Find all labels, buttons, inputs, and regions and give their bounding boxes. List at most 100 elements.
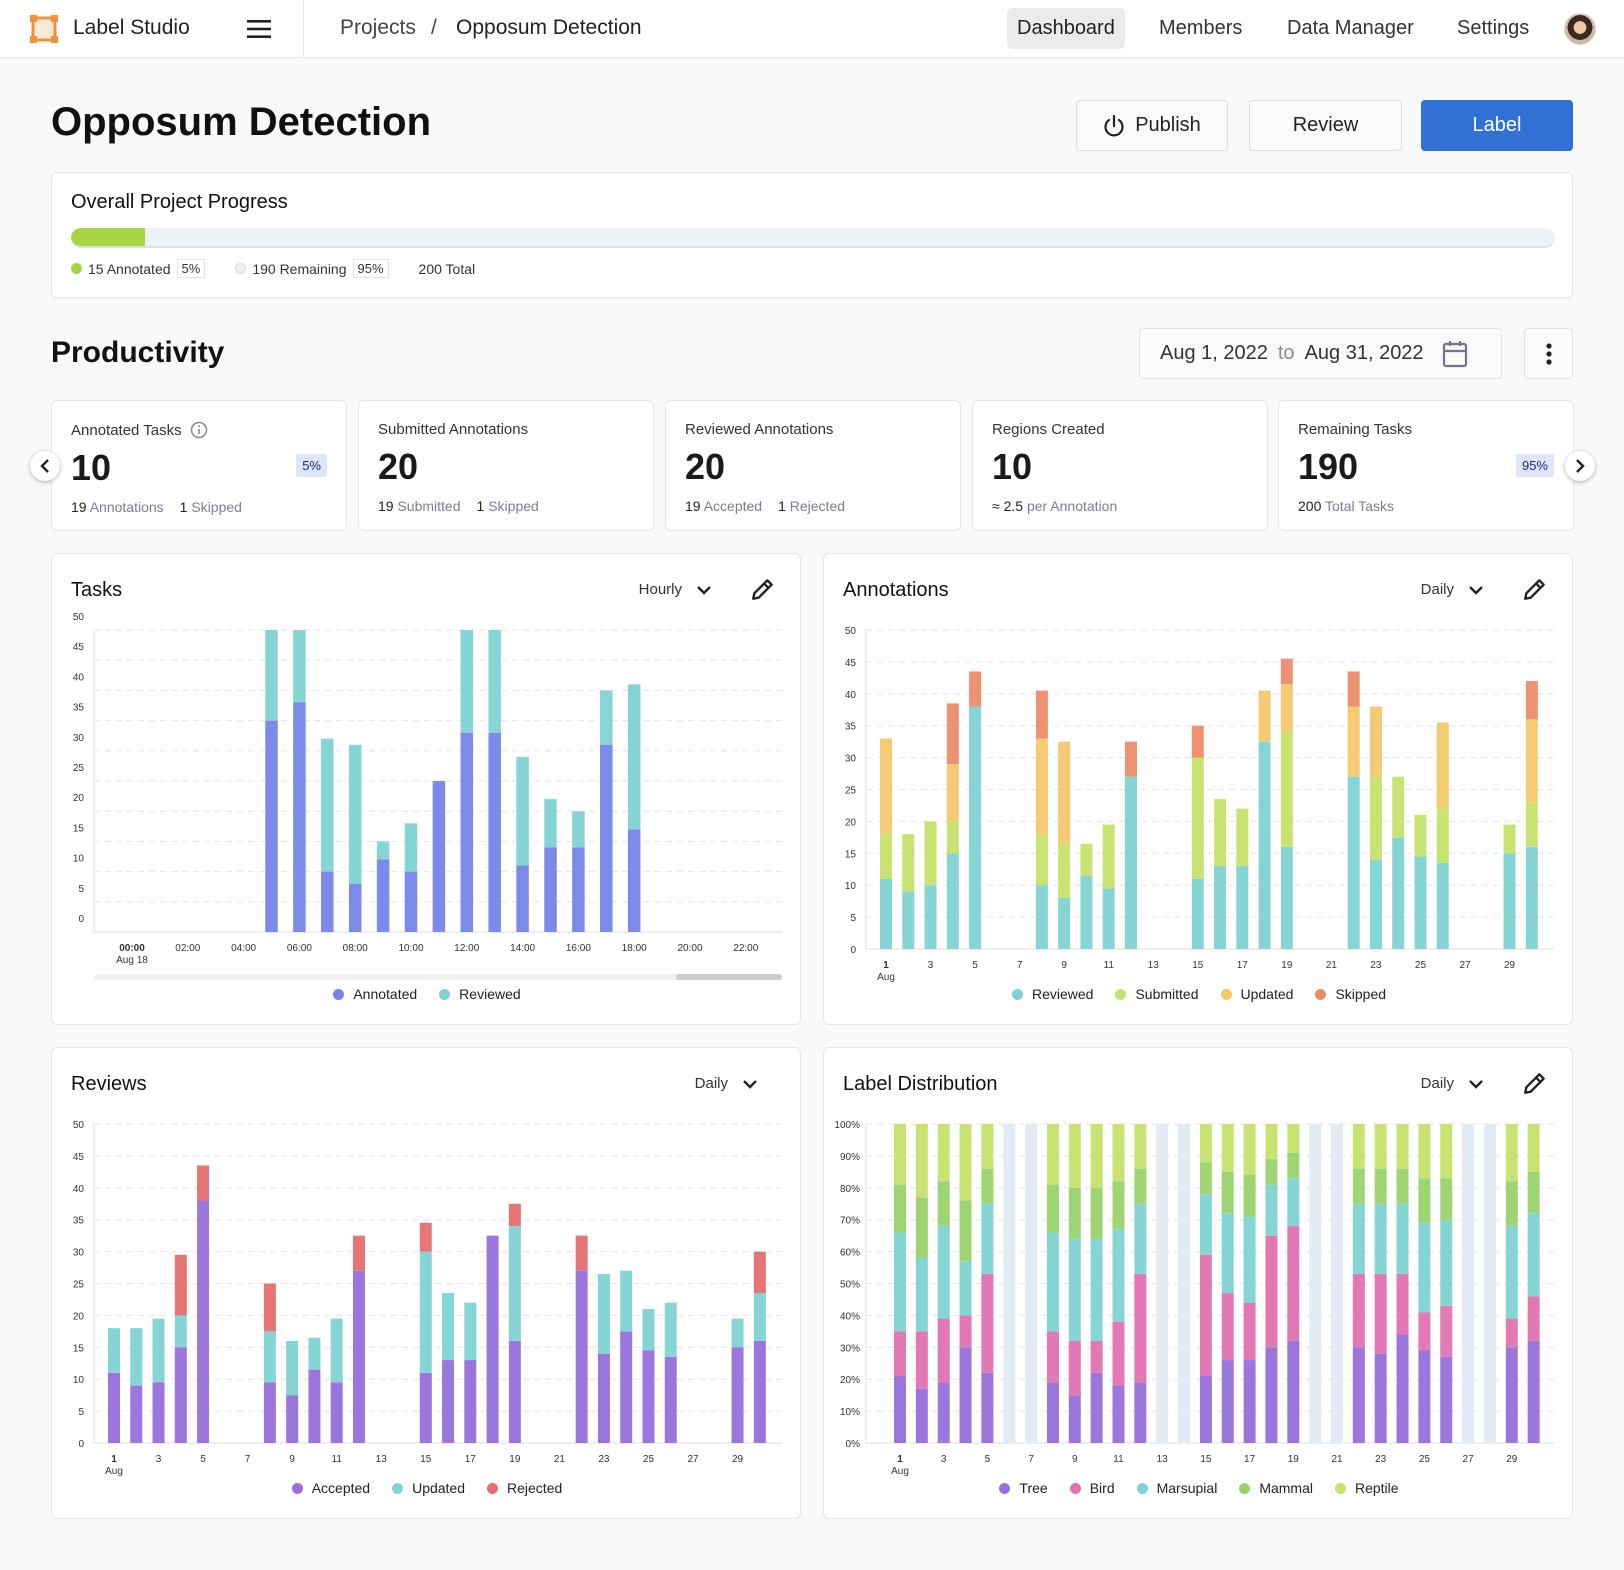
bar-segment-mammal[interactable]: [1352, 1168, 1365, 1204]
bar-segment-annotated[interactable]: [376, 859, 390, 932]
nav-members[interactable]: Members: [1159, 17, 1243, 39]
hamburger-icon[interactable]: [247, 19, 271, 39]
bar-segment-reviewed[interactable]: [1525, 846, 1538, 949]
bar-segment-marsupial[interactable]: [959, 1261, 972, 1316]
bar-segment-updated[interactable]: [597, 1273, 610, 1354]
bar-segment-marsupial[interactable]: [1527, 1213, 1540, 1297]
bar-segment-mammal[interactable]: [1374, 1168, 1387, 1204]
bar-segment-submitted[interactable]: [1392, 776, 1405, 838]
bar-segment-updated[interactable]: [1347, 706, 1360, 777]
bar-segment-rejected[interactable]: [508, 1203, 521, 1227]
bar-segment-reptile[interactable]: [1440, 1124, 1453, 1179]
bar-segment-bird[interactable]: [1068, 1340, 1081, 1396]
bar-segment-accepted[interactable]: [263, 1382, 276, 1443]
legend-item[interactable]: Marsupial: [1136, 1480, 1217, 1496]
label-button[interactable]: Label: [1421, 100, 1573, 151]
bar-segment-skipped[interactable]: [1035, 690, 1048, 739]
bar-segment-marsupial[interactable]: [1440, 1219, 1453, 1306]
bar-segment-reviewed[interactable]: [600, 690, 613, 745]
bar-segment-accepted[interactable]: [464, 1360, 477, 1443]
bar-segment-annotated[interactable]: [432, 781, 446, 932]
bar-segment-reviewed[interactable]: [627, 684, 641, 830]
bar-segment-skipped[interactable]: [946, 703, 959, 764]
bar-segment-reptile[interactable]: [1199, 1124, 1212, 1163]
label-studio-logo[interactable]: [30, 15, 58, 43]
legend-item[interactable]: Bird: [1069, 1480, 1115, 1496]
bar-segment-bird[interactable]: [1352, 1273, 1365, 1348]
bar-segment-reviewed[interactable]: [348, 744, 362, 884]
bar-segment-rejected[interactable]: [174, 1254, 187, 1316]
bar-segment-reptile[interactable]: [1505, 1124, 1518, 1182]
bar-segment-accepted[interactable]: [152, 1382, 165, 1443]
pencil-icon[interactable]: [1522, 1070, 1548, 1096]
bar-segment-mammal[interactable]: [981, 1168, 994, 1204]
bar-segment-accepted[interactable]: [286, 1395, 299, 1443]
bar-segment-annotated[interactable]: [627, 829, 641, 932]
bar-segment-tree[interactable]: [1068, 1395, 1081, 1443]
bar-segment-bird[interactable]: [1287, 1226, 1300, 1341]
bar-segment-bird[interactable]: [981, 1273, 994, 1373]
bar-segment-updated[interactable]: [1369, 706, 1382, 777]
bar-segment-accepted[interactable]: [308, 1369, 321, 1443]
bar-segment-tree[interactable]: [1374, 1353, 1387, 1443]
bar-segment-reviewed[interactable]: [924, 885, 937, 949]
bar-segment-annotated[interactable]: [348, 883, 362, 932]
bar-segment-accepted[interactable]: [642, 1350, 655, 1443]
info-icon[interactable]: [190, 421, 208, 439]
bar-segment-mammal[interactable]: [1243, 1175, 1256, 1217]
bar-segment-reviewed[interactable]: [1503, 853, 1516, 949]
legend-item[interactable]: Mammal: [1239, 1480, 1313, 1496]
bar-segment-reviewed[interactable]: [460, 630, 474, 733]
bar-segment-tree[interactable]: [1505, 1347, 1518, 1443]
bar-segment-accepted[interactable]: [731, 1347, 744, 1443]
bar-segment-submitted[interactable]: [1058, 843, 1071, 898]
legend-item[interactable]: Annotated: [333, 986, 417, 1002]
bar-segment-tree[interactable]: [1265, 1347, 1278, 1443]
bar-segment-bird[interactable]: [1134, 1273, 1147, 1383]
bar-segment-mammal[interactable]: [1440, 1178, 1453, 1220]
bar-segment-marsupial[interactable]: [1505, 1226, 1518, 1319]
bar-segment-submitted[interactable]: [902, 834, 915, 892]
legend-item[interactable]: Submitted: [1115, 986, 1199, 1002]
bar-segment-reptile[interactable]: [1112, 1124, 1125, 1182]
bar-segment-marsupial[interactable]: [937, 1226, 950, 1319]
bar-segment-reviewed[interactable]: [376, 841, 390, 860]
bar-segment-submitted[interactable]: [1236, 808, 1249, 867]
bar-segment-bird[interactable]: [1199, 1254, 1212, 1377]
bar-segment-bird[interactable]: [1418, 1312, 1431, 1351]
bar-segment-reviewed[interactable]: [1436, 862, 1449, 949]
bar-segment-marsupial[interactable]: [1374, 1203, 1387, 1274]
bar-segment-reptile[interactable]: [1046, 1124, 1059, 1185]
bar-segment-annotated[interactable]: [600, 744, 613, 932]
bar-segment-reptile[interactable]: [959, 1124, 972, 1201]
bar-segment-bird[interactable]: [1090, 1340, 1103, 1373]
bar-segment-reviewed[interactable]: [1035, 885, 1048, 949]
bar-segment-tree[interactable]: [1112, 1385, 1125, 1443]
bar-segment-mammal[interactable]: [959, 1200, 972, 1262]
bar-segment-updated[interactable]: [1280, 684, 1293, 733]
legend-item[interactable]: Reptile: [1334, 1480, 1399, 1496]
bar-segment-updated[interactable]: [731, 1318, 744, 1348]
bar-segment-updated[interactable]: [130, 1328, 143, 1386]
legend-item[interactable]: Tree: [999, 1480, 1048, 1496]
bar-segment-accepted[interactable]: [486, 1235, 499, 1443]
bar-segment-reptile[interactable]: [1134, 1124, 1147, 1169]
bar-segment-accepted[interactable]: [130, 1385, 143, 1443]
bar-segment-bird[interactable]: [1265, 1235, 1278, 1348]
bar-segment-marsupial[interactable]: [915, 1257, 928, 1332]
bar-segment-tree[interactable]: [1199, 1376, 1212, 1443]
bar-segment-reviewed[interactable]: [1191, 878, 1204, 949]
bar-segment-accepted[interactable]: [664, 1356, 677, 1443]
bar-segment-annotated[interactable]: [572, 847, 585, 932]
bar-segment-bird[interactable]: [959, 1315, 972, 1348]
bar-segment-skipped[interactable]: [1280, 658, 1293, 685]
bar-segment-reviewed[interactable]: [1258, 741, 1271, 949]
bar-segment-reptile[interactable]: [1287, 1124, 1300, 1153]
bar-segment-tree[interactable]: [1440, 1356, 1453, 1443]
bar-segment-updated[interactable]: [330, 1318, 343, 1383]
bar-segment-reptile[interactable]: [1396, 1124, 1409, 1169]
nav-dashboard[interactable]: Dashboard: [1007, 8, 1125, 49]
bar-segment-annotated[interactable]: [516, 865, 529, 932]
date-range-picker[interactable]: Aug 1, 2022 to Aug 31, 2022: [1139, 328, 1502, 379]
bar-segment-reviewed[interactable]: [1392, 837, 1405, 949]
